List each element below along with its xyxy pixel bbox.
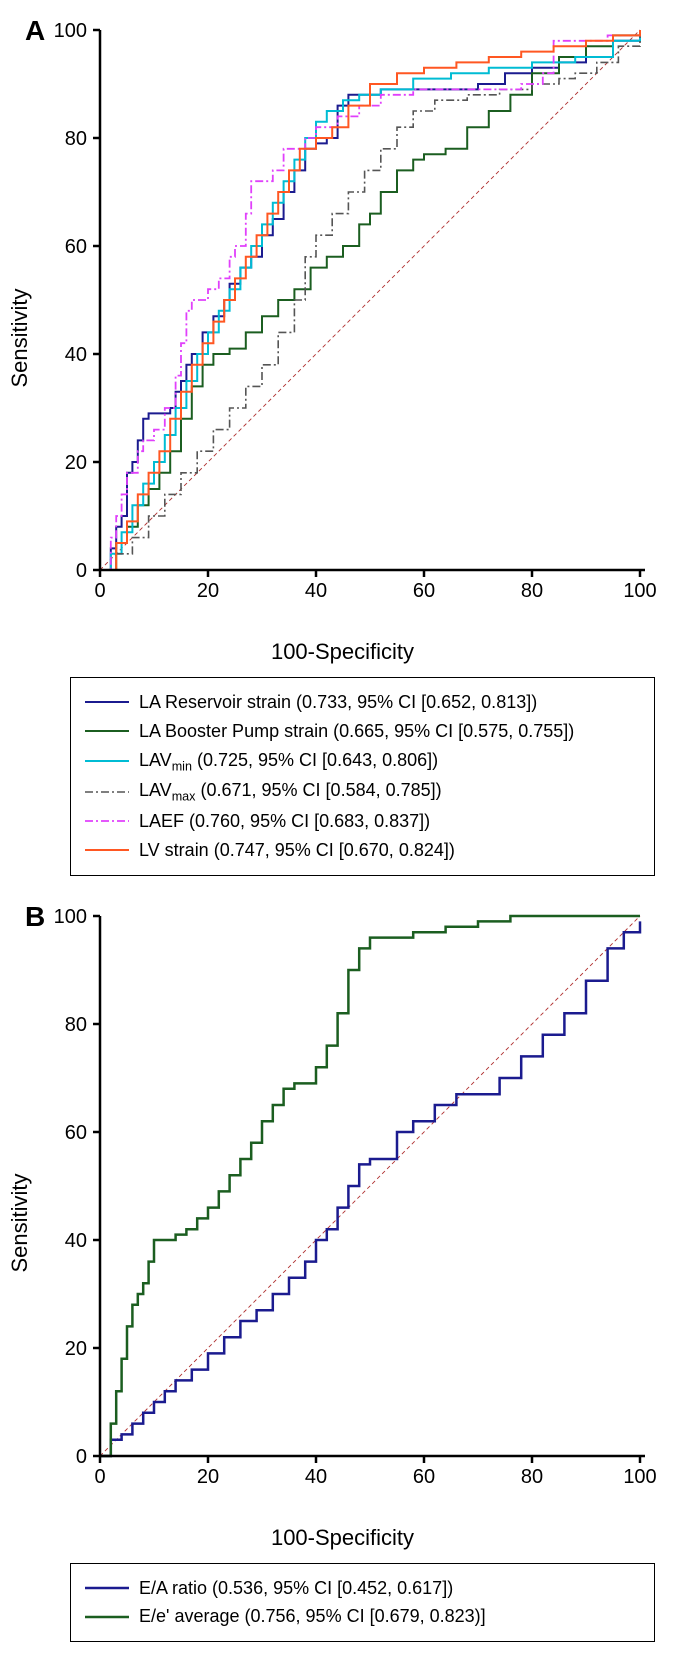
ylabel-b: Sensitivity — [7, 1174, 33, 1273]
chart-b-container: 0 20 40 60 80 100 0 20 40 60 80 100 Sensitivity 100… — [10, 896, 675, 1551]
legend-swatch — [85, 752, 129, 770]
ylabel-a: Sensitivity — [7, 288, 33, 387]
legend-label: LV strain (0.747, 95% CI [0.670, 0.824]) — [139, 836, 455, 865]
svg-text:80: 80 — [65, 1014, 87, 1036]
svg-text:100: 100 — [623, 1466, 656, 1488]
roc-chart-b: 0 20 40 60 80 100 0 20 40 60 80 100 — [10, 896, 670, 1516]
legend-swatch — [85, 722, 129, 740]
svg-text:40: 40 — [65, 344, 87, 366]
legend-item-laef: LAEF (0.760, 95% CI [0.683, 0.837]) — [85, 807, 640, 836]
legend-label: E/A ratio (0.536, 95% CI [0.452, 0.617]) — [139, 1574, 453, 1603]
svg-text:80: 80 — [521, 580, 543, 602]
legend-item-e-e-average: E/e' average (0.756, 95% CI [0.679, 0.82… — [85, 1602, 640, 1631]
svg-text:0: 0 — [76, 1446, 87, 1468]
chart-a-container: 0 20 40 60 80 100 0 20 40 60 80 100 Sensitivity 100… — [10, 10, 675, 665]
legend-item-la-booster-pump-strain: LA Booster Pump strain (0.665, 95% CI [0… — [85, 717, 640, 746]
legend-item-lavmax: LAVmax (0.671, 95% CI [0.584, 0.785]) — [85, 776, 640, 807]
xlabel-a: 100-Specificity — [10, 639, 675, 665]
legend-a: LA Reservoir strain (0.733, 95% CI [0.65… — [70, 677, 655, 876]
legend-item-e-a-ratio: E/A ratio (0.536, 95% CI [0.452, 0.617]) — [85, 1574, 640, 1603]
legend-swatch — [85, 783, 129, 801]
legend-item-lv-strain: LV strain (0.747, 95% CI [0.670, 0.824]) — [85, 836, 640, 865]
svg-text:0: 0 — [76, 560, 87, 582]
svg-text:20: 20 — [65, 1338, 87, 1360]
svg-text:80: 80 — [65, 128, 87, 150]
svg-text:60: 60 — [65, 1122, 87, 1144]
legend-label: LA Reservoir strain (0.733, 95% CI [0.65… — [139, 688, 537, 717]
svg-text:40: 40 — [305, 1466, 327, 1488]
legend-label: LAVmax (0.671, 95% CI [0.584, 0.785]) — [139, 776, 442, 807]
svg-text:100: 100 — [54, 20, 87, 42]
legend-label: LAVmin (0.725, 95% CI [0.643, 0.806]) — [139, 746, 438, 777]
svg-text:40: 40 — [305, 580, 327, 602]
panel-b: B 020406080100020406080100 Sensitivity 1… — [10, 896, 675, 1643]
legend-label: E/e' average (0.756, 95% CI [0.679, 0.82… — [139, 1602, 486, 1631]
svg-text:0: 0 — [94, 1466, 105, 1488]
svg-text:20: 20 — [197, 580, 219, 602]
svg-text:100: 100 — [54, 906, 87, 928]
legend-swatch — [85, 812, 129, 830]
legend-item-lavmin: LAVmin (0.725, 95% CI [0.643, 0.806]) — [85, 746, 640, 777]
svg-text:60: 60 — [65, 236, 87, 258]
svg-text:60: 60 — [413, 1466, 435, 1488]
svg-text:100: 100 — [623, 580, 656, 602]
legend-label: LAEF (0.760, 95% CI [0.683, 0.837]) — [139, 807, 430, 836]
svg-text:0: 0 — [94, 580, 105, 602]
svg-text:60: 60 — [413, 580, 435, 602]
svg-text:20: 20 — [197, 1466, 219, 1488]
legend-item-la-reservoir-strain: LA Reservoir strain (0.733, 95% CI [0.65… — [85, 688, 640, 717]
svg-text:40: 40 — [65, 1230, 87, 1252]
legend-label: LA Booster Pump strain (0.665, 95% CI [0… — [139, 717, 574, 746]
series-e-a-ratio — [100, 921, 640, 1456]
legend-swatch — [85, 1608, 129, 1626]
svg-text:80: 80 — [521, 1466, 543, 1488]
legend-b: E/A ratio (0.536, 95% CI [0.452, 0.617])… — [70, 1563, 655, 1643]
xlabel-b: 100-Specificity — [10, 1525, 675, 1551]
roc-chart-a: 0 20 40 60 80 100 0 20 40 60 80 100 — [10, 10, 670, 630]
legend-swatch — [85, 693, 129, 711]
legend-swatch — [85, 1579, 129, 1597]
legend-swatch — [85, 841, 129, 859]
panel-a: A 020406080100020406080100 Sensitivity 1… — [10, 10, 675, 876]
svg-text:20: 20 — [65, 452, 87, 474]
